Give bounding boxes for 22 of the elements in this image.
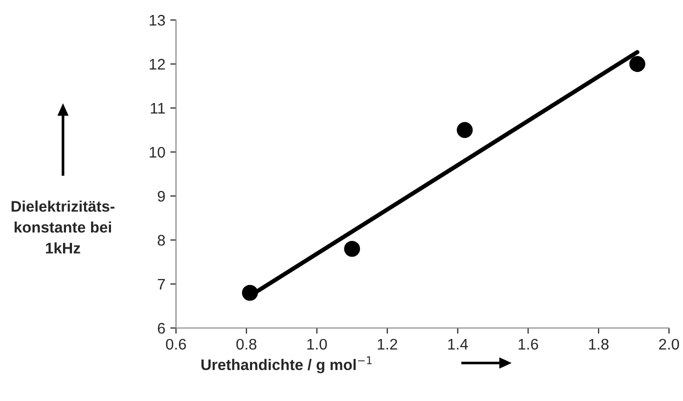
x-tick-label: 0.6 (166, 338, 186, 350)
point (242, 284, 258, 301)
y-tick-label: 10 (150, 146, 165, 158)
point (456, 122, 473, 138)
y-tick-label: 11 (150, 103, 165, 114)
point (344, 240, 360, 257)
x-axis-title: Urethandichte / g mol$^{−1}$ (201, 356, 372, 374)
y-axis-title: Dielektrizitäts- konstante bei 1kHz (12, 200, 114, 254)
point (629, 56, 646, 72)
y-tick-label: 13 (150, 14, 165, 26)
x-tick-label: 1.2 (378, 338, 398, 350)
y-tick-label: 7 (158, 279, 165, 290)
x-tick-label: 1.4 (448, 338, 468, 350)
y-tick-label: 9 (158, 190, 165, 202)
x-tick-label: 1.6 (518, 338, 538, 350)
x-tick-label: 1.0 (307, 338, 327, 350)
y-tick-label: 8 (158, 234, 165, 246)
y-tick-label: 6 (158, 322, 165, 334)
x-tick-label: 2.0 (659, 338, 680, 350)
x-tick-label: 0.8 (236, 338, 256, 350)
y-tick-label: 12 (150, 58, 165, 70)
x-tick-label: 1.8 (589, 338, 609, 350)
